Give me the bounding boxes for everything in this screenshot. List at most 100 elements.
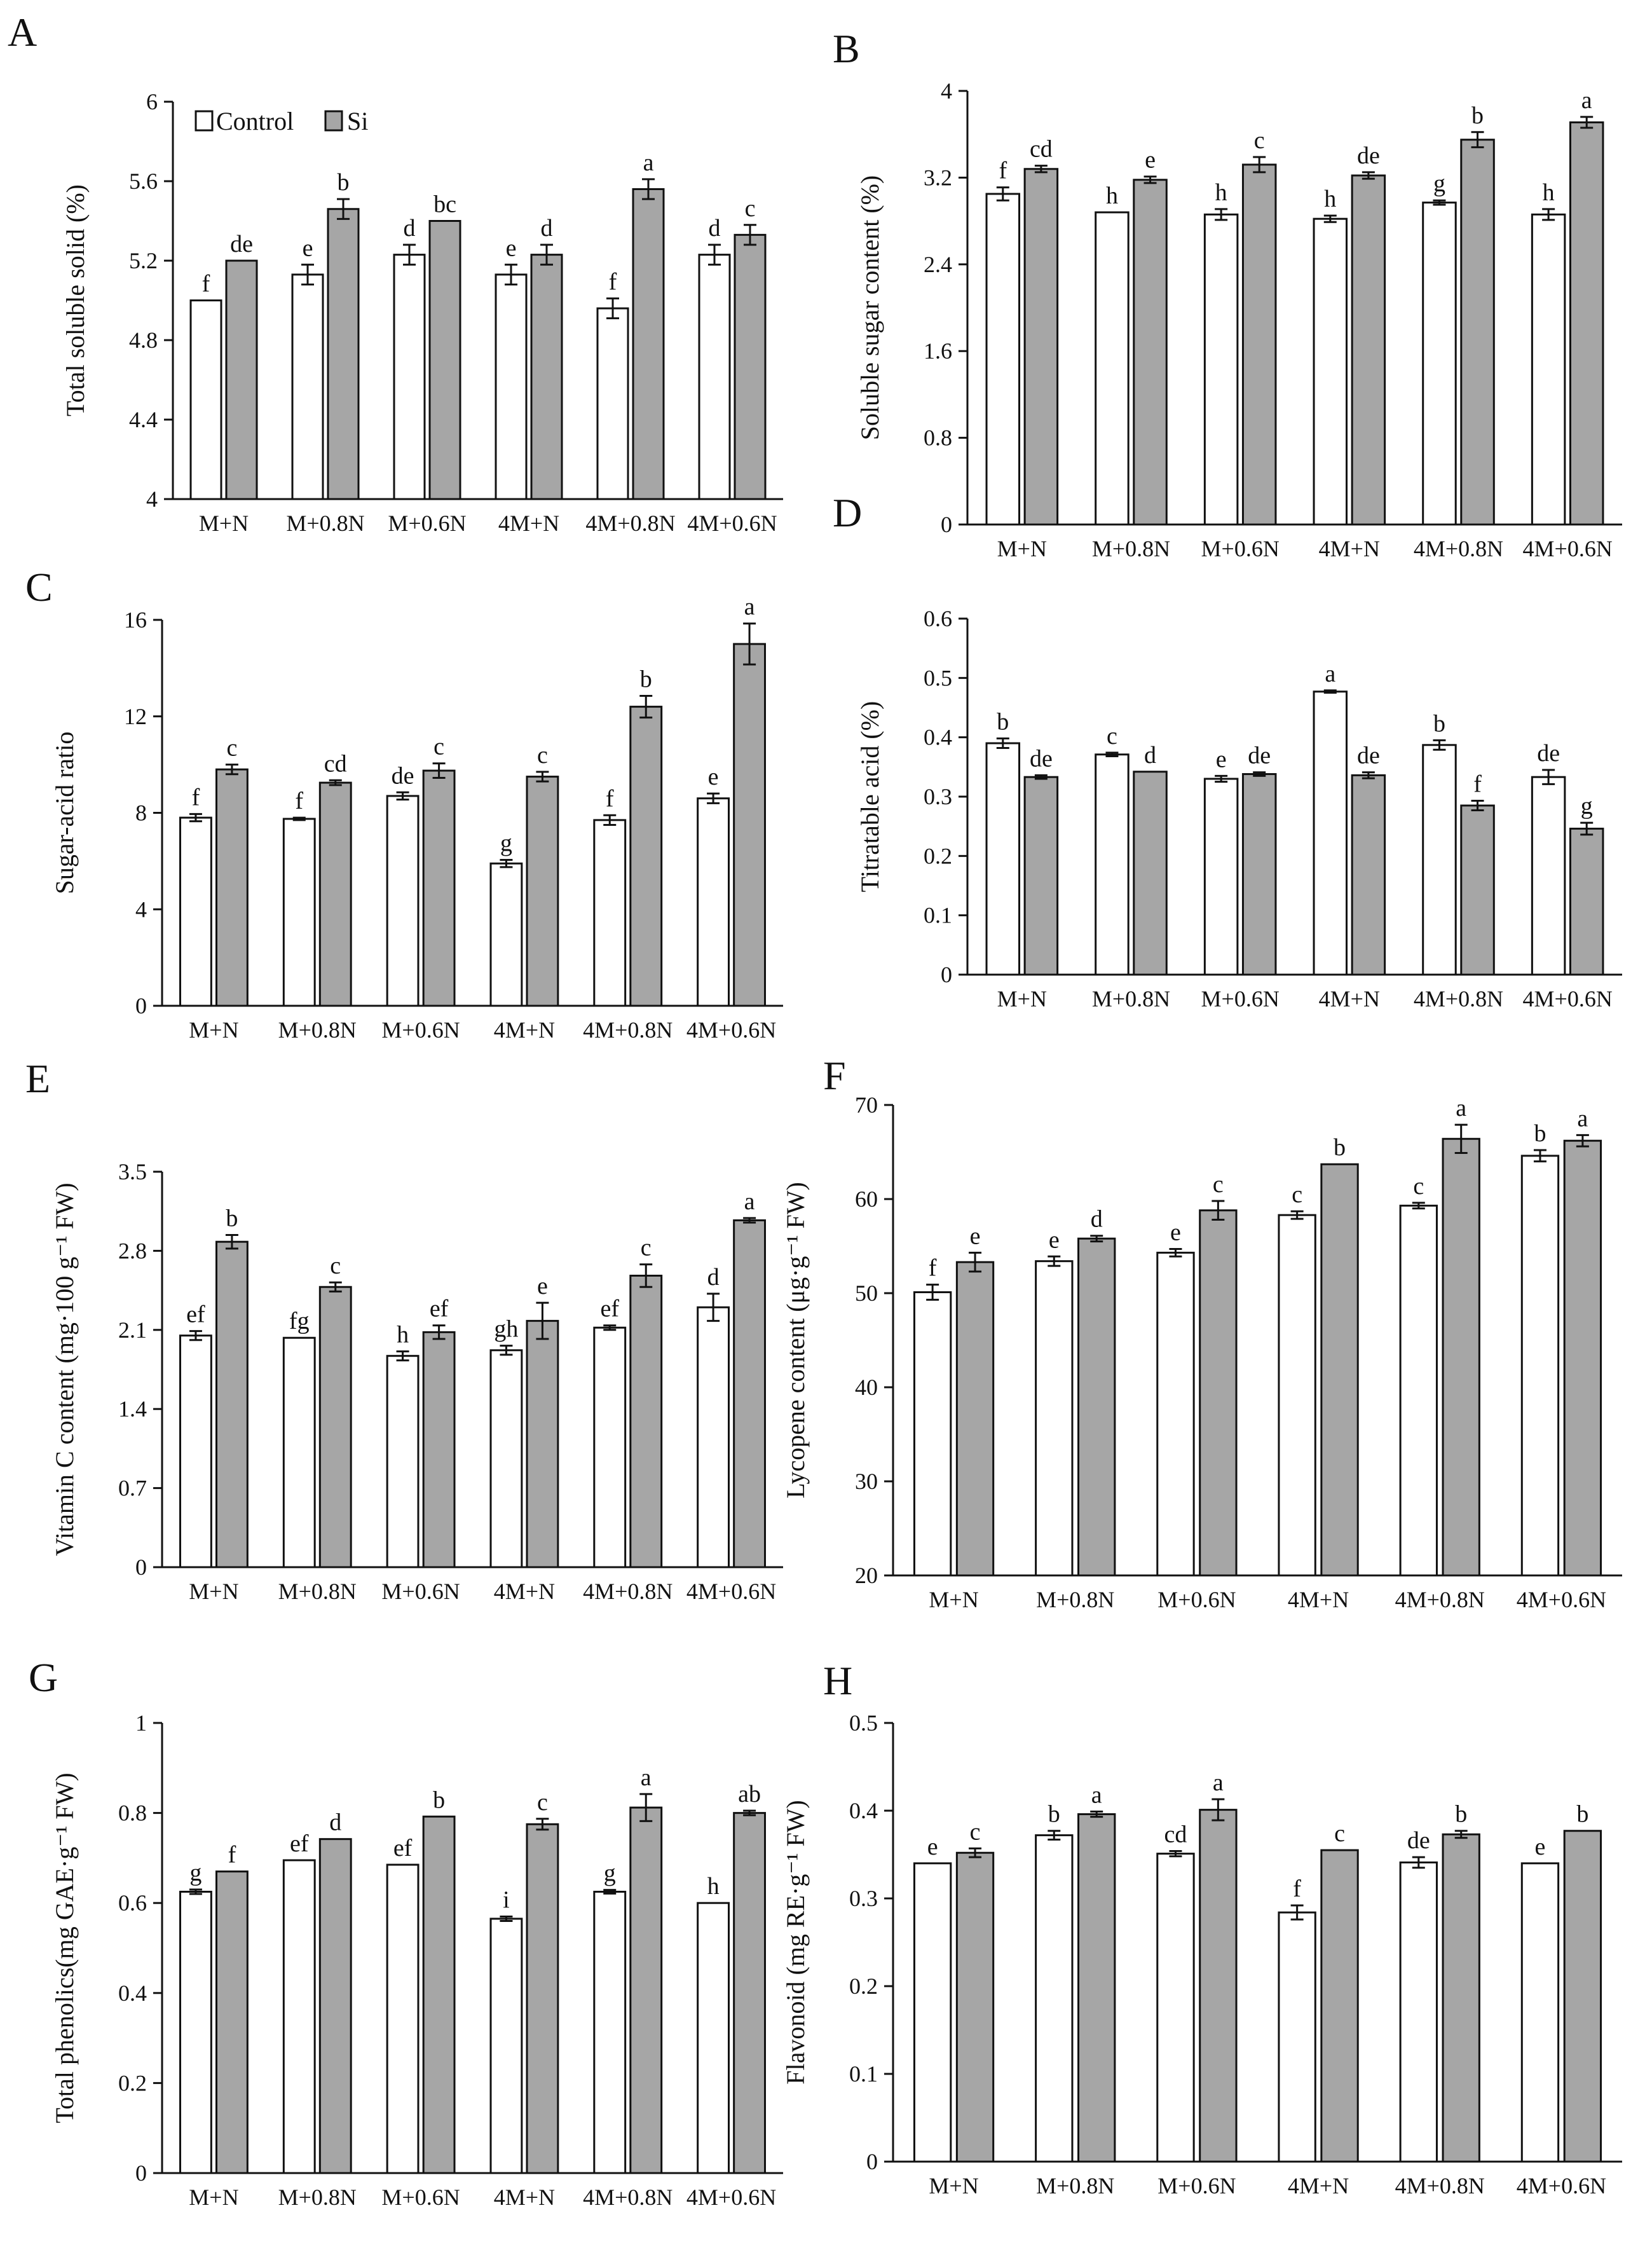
y-tick-label-h-3: 0.2 [849, 1973, 878, 1999]
x-tick-label-a-5: 4M+0.8N [585, 511, 675, 536]
panel-label-e: E [25, 1056, 50, 1101]
bar-control-g-4 [489, 1917, 523, 2174]
y-tick-label-c-2: 4 [135, 896, 147, 922]
significance-letter-si-f-5: a [1456, 1095, 1466, 1122]
bar-control-a-3 [393, 254, 426, 500]
significance-letter-control-b-2: h [1106, 182, 1118, 209]
bar-control-c-2 [282, 818, 316, 1007]
x-tick-label-a-2: M+0.8N [286, 511, 364, 536]
y-tick-label-a-5: 5.6 [129, 168, 158, 194]
bar-control-d-5 [1422, 744, 1457, 976]
x-tick-label-f-1: M+N [929, 1587, 978, 1612]
bar-si-a-6 [734, 233, 767, 500]
bar-control-d-1 [985, 742, 1021, 976]
legend-swatch-control [195, 110, 214, 132]
x-tick-label-b-2: M+0.8N [1092, 536, 1170, 561]
y-tick-label-f-6: 70 [855, 1092, 878, 1118]
y-tick-label-g-3: 0.4 [118, 1980, 147, 2006]
y-axis-label-a: Total soluble solid (%) [61, 184, 90, 416]
significance-letter-si-h-5: b [1455, 1801, 1467, 1828]
bar-control-e-5 [593, 1326, 627, 1568]
significance-letter-control-h-5: de [1407, 1827, 1430, 1854]
y-axis-label-b: Soluble sugar content (%) [856, 175, 884, 441]
x-tick-label-a-4: 4M+N [498, 511, 559, 536]
bar-control-a-2 [291, 273, 324, 500]
bar-si-a-2 [327, 208, 360, 500]
bar-control-b-3 [1203, 213, 1239, 526]
x-tick-label-f-5: 4M+0.8N [1395, 1587, 1485, 1612]
significance-letter-si-c-3: c [433, 734, 444, 760]
significance-letter-si-b-3: c [1254, 127, 1265, 154]
significance-letter-si-d-3: de [1248, 743, 1271, 769]
x-tick-label-f-6: 4M+0.6N [1517, 1587, 1606, 1612]
legend-swatch-si [324, 110, 343, 132]
significance-letter-si-d-6: g [1581, 793, 1593, 820]
x-tick-label-f-2: M+0.8N [1036, 1587, 1114, 1612]
bar-control-g-6 [697, 1902, 730, 2174]
bar-control-e-2 [282, 1336, 316, 1568]
significance-letter-si-b-5: b [1471, 102, 1484, 129]
bar-si-f-1 [955, 1261, 995, 1577]
significance-letter-control-h-6: e [1535, 1834, 1546, 1860]
bar-control-b-4 [1313, 217, 1348, 526]
bar-control-c-5 [593, 819, 627, 1007]
significance-letter-si-a-3: bc [433, 191, 456, 218]
significance-letter-si-a-6: c [745, 195, 756, 222]
significance-letter-si-a-4: d [541, 215, 553, 242]
y-axis-label-h: Flavonoid (mg RE·g⁻¹ FW) [781, 1800, 810, 2085]
significance-letter-control-e-6: d [707, 1264, 720, 1291]
significance-letter-si-g-5: a [641, 1764, 652, 1791]
significance-letter-control-d-3: e [1216, 746, 1227, 772]
significance-letter-si-a-2: b [338, 169, 350, 196]
x-tick-label-g-3: M+0.6N [381, 2185, 460, 2210]
bar-si-g-1 [215, 1870, 249, 2174]
y-tick-label-c-5: 16 [124, 607, 147, 633]
bar-si-d-4 [1351, 774, 1386, 976]
y-tick-label-a-1: 4 [146, 486, 158, 512]
significance-letter-si-e-1: b [226, 1205, 238, 1232]
panel-label-d: D [833, 490, 862, 535]
x-tick-label-h-5: 4M+0.8N [1395, 2173, 1485, 2198]
bar-control-f-3 [1156, 1251, 1195, 1577]
significance-letter-si-d-5: f [1473, 771, 1482, 798]
significance-letter-si-h-3: a [1213, 1769, 1224, 1796]
significance-letter-si-g-6: ab [738, 1781, 761, 1807]
y-tick-label-e-6: 3.5 [118, 1159, 147, 1184]
y-tick-label-h-1: 0 [866, 2149, 878, 2174]
y-tick-label-e-5: 2.8 [118, 1238, 147, 1263]
chart-panel-e: E Vitamin C content (mg·100 g⁻¹ FW) ef b M+N… [25, 1056, 783, 1604]
bar-si-e-1 [215, 1240, 249, 1568]
panel-label-g: G [29, 1655, 58, 1700]
significance-letter-si-c-5: b [640, 666, 652, 693]
bar-control-c-3 [386, 795, 420, 1007]
bar-si-c-1 [215, 768, 249, 1007]
bar-control-g-1 [179, 1891, 212, 2174]
x-tick-label-f-3: M+0.6N [1157, 1587, 1236, 1612]
panel-label-c: C [25, 565, 53, 610]
bar-control-b-1 [985, 193, 1021, 526]
bar-control-a-1 [189, 299, 222, 500]
significance-letter-si-b-2: e [1145, 147, 1156, 174]
x-tick-label-h-4: 4M+N [1288, 2173, 1349, 2198]
bar-si-h-4 [1320, 1849, 1359, 2163]
x-tick-label-d-6: 4M+0.6N [1523, 986, 1613, 1012]
x-tick-label-b-3: M+0.6N [1201, 536, 1280, 561]
y-tick-label-e-2: 0.7 [118, 1476, 147, 1501]
significance-letter-control-e-4: gh [494, 1316, 518, 1343]
x-tick-label-b-1: M+N [997, 536, 1047, 561]
y-tick-label-d-7: 0.6 [924, 606, 952, 631]
significance-letter-control-a-3: d [404, 215, 416, 242]
bar-control-c-6 [697, 797, 730, 1007]
panel-label-f: F [823, 1053, 846, 1098]
bar-si-h-6 [1563, 1830, 1602, 2163]
x-tick-label-d-5: 4M+0.8N [1414, 986, 1503, 1012]
significance-letter-control-h-2: b [1048, 1801, 1060, 1828]
significance-letter-control-e-3: h [397, 1322, 409, 1348]
bar-si-b-5 [1460, 139, 1495, 526]
significance-letter-si-b-6: a [1581, 87, 1592, 114]
bar-control-f-1 [913, 1291, 952, 1577]
bar-si-a-5 [632, 188, 665, 500]
